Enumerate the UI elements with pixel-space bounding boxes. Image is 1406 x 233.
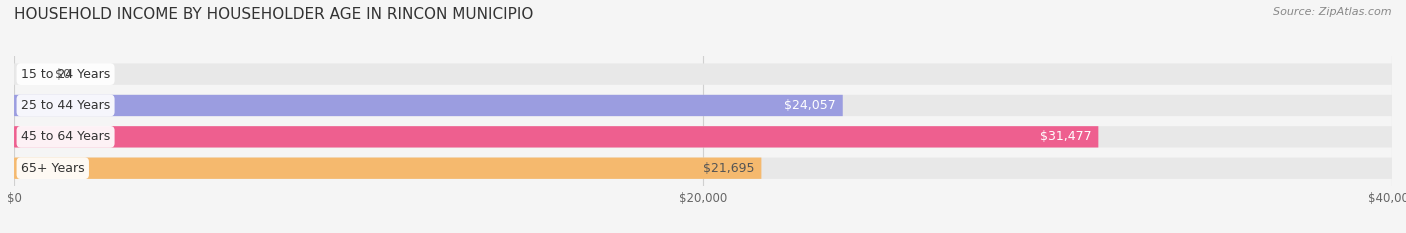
Text: 25 to 44 Years: 25 to 44 Years	[21, 99, 110, 112]
Text: $31,477: $31,477	[1040, 130, 1091, 143]
Text: 45 to 64 Years: 45 to 64 Years	[21, 130, 110, 143]
FancyBboxPatch shape	[14, 126, 1098, 147]
FancyBboxPatch shape	[14, 95, 1392, 116]
FancyBboxPatch shape	[14, 126, 1392, 147]
Text: $0: $0	[55, 68, 72, 81]
Text: HOUSEHOLD INCOME BY HOUSEHOLDER AGE IN RINCON MUNICIPIO: HOUSEHOLD INCOME BY HOUSEHOLDER AGE IN R…	[14, 7, 533, 22]
Text: Source: ZipAtlas.com: Source: ZipAtlas.com	[1274, 7, 1392, 17]
Text: $21,695: $21,695	[703, 162, 755, 175]
FancyBboxPatch shape	[14, 95, 842, 116]
FancyBboxPatch shape	[14, 63, 1392, 85]
Text: $24,057: $24,057	[785, 99, 835, 112]
FancyBboxPatch shape	[14, 158, 1392, 179]
FancyBboxPatch shape	[14, 158, 762, 179]
Text: 65+ Years: 65+ Years	[21, 162, 84, 175]
Text: 15 to 24 Years: 15 to 24 Years	[21, 68, 110, 81]
